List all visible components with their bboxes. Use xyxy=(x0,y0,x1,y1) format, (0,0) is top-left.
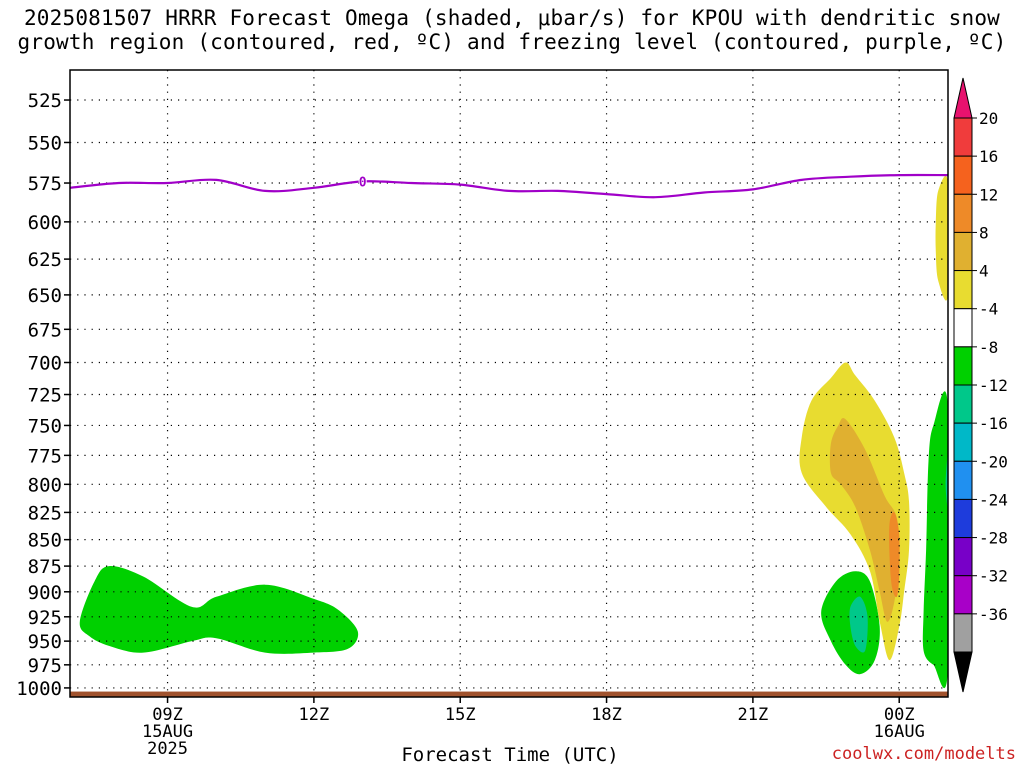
y-tick-label: 950 xyxy=(28,631,62,653)
x-tick-label: 00Z xyxy=(884,705,915,725)
colorbar-box xyxy=(953,155,973,195)
x-tick-label: 15Z xyxy=(445,705,476,725)
y-tick-label: 800 xyxy=(28,474,62,496)
plot-frame xyxy=(69,69,949,698)
grid-lines xyxy=(70,70,948,697)
y-tick-label: 825 xyxy=(28,502,62,524)
colorbar-label: -16 xyxy=(979,414,1008,433)
omega-region-7 xyxy=(889,512,900,598)
colorbar-box xyxy=(953,422,973,462)
x-tick-label: 09Z xyxy=(152,705,183,725)
colorbar-label: 16 xyxy=(979,147,998,166)
omega-region-8 xyxy=(935,176,948,301)
x-axis-label: Forecast Time (UTC) xyxy=(401,744,619,766)
y-tick-label: 575 xyxy=(28,173,62,195)
title-line-2: growth region (contoured, red, ºC) and f… xyxy=(17,30,1007,54)
freezing-level-label-bg xyxy=(358,173,367,188)
colorbar-box xyxy=(953,193,973,233)
colorbar-box xyxy=(953,270,973,310)
colorbar-label: -32 xyxy=(979,567,1008,586)
x-tick-date: 15AUG xyxy=(142,722,193,742)
x-tick-label: 18Z xyxy=(591,705,622,725)
credit-link[interactable]: coolwx.com/modelts xyxy=(831,744,1016,764)
colorbar-box xyxy=(953,231,973,272)
colorbar-label: -20 xyxy=(979,452,1008,471)
y-tick-label: 775 xyxy=(28,445,62,467)
y-tick-label: 725 xyxy=(28,385,62,407)
y-tick-label: 650 xyxy=(28,285,62,307)
colorbar-box xyxy=(953,117,973,157)
freezing-level-line xyxy=(70,173,948,199)
contour-lines: 0 xyxy=(70,173,948,199)
colorbar-label: 20 xyxy=(979,109,998,128)
omega-region-6 xyxy=(829,417,900,622)
surface-band xyxy=(70,691,948,697)
colorbar-bottom-arrow xyxy=(953,651,973,693)
omega-shading xyxy=(70,176,948,697)
y-tick-label: 625 xyxy=(28,249,62,271)
y-tick-label: 750 xyxy=(28,415,62,437)
y-tick-label: 700 xyxy=(28,353,62,375)
colorbar-box xyxy=(953,613,973,653)
x-tick-label: 12Z xyxy=(299,705,330,725)
colorbar-top-arrow xyxy=(953,77,973,119)
omega-region-0 xyxy=(79,565,359,654)
colorbar-box xyxy=(953,308,973,348)
y-tick-label: 875 xyxy=(28,556,62,578)
y-tick-label: 1000 xyxy=(16,678,62,700)
omega-region-3 xyxy=(922,391,948,689)
chart-title: 2025081507 HRRR Forecast Omega (shaded, … xyxy=(0,6,1024,54)
colorbar-label: 12 xyxy=(979,185,998,204)
colorbar-box xyxy=(953,384,973,424)
y-tick-label: 850 xyxy=(28,530,62,552)
colorbar-box xyxy=(953,575,973,615)
x-tick-date: 16AUG xyxy=(874,722,925,742)
colorbar-box xyxy=(953,346,973,386)
y-tick-label: 900 xyxy=(28,582,62,604)
y-tick-label: 550 xyxy=(28,132,62,154)
colorbar-box xyxy=(953,460,973,500)
colorbar-label: 4 xyxy=(979,262,989,281)
colorbar-label: -8 xyxy=(979,338,998,357)
omega-region-2 xyxy=(849,596,868,653)
colorbar-box xyxy=(953,537,973,577)
colorbar-label: -4 xyxy=(979,300,998,319)
colorbar: 20 16 12 8 4 -4 -8 -12 -16 -20 -24 -28 -32 -36 xyxy=(953,77,1008,693)
colorbar-label: -24 xyxy=(979,490,1008,509)
x-tick-label: 21Z xyxy=(738,705,769,725)
colorbar-label: -28 xyxy=(979,529,1008,548)
colorbar-label: -36 xyxy=(979,605,1008,624)
x-tick-year: 2025 xyxy=(147,739,188,759)
y-axis-ticks: 525 550 575 600 625 650 675 700 725 750 775 800 825 8… xyxy=(16,90,70,700)
y-tick-label: 975 xyxy=(28,655,62,677)
colorbar-box xyxy=(953,498,973,539)
y-tick-label: 925 xyxy=(28,607,62,629)
title-line-1: 2025081507 HRRR Forecast Omega (shaded, … xyxy=(23,6,1001,30)
y-tick-label: 525 xyxy=(28,90,62,112)
colorbar-label: 8 xyxy=(979,223,989,242)
freezing-level-label: 0 xyxy=(359,175,367,190)
colorbar-label: -12 xyxy=(979,376,1008,395)
y-tick-label: 600 xyxy=(28,212,62,234)
y-tick-label: 675 xyxy=(28,319,62,341)
